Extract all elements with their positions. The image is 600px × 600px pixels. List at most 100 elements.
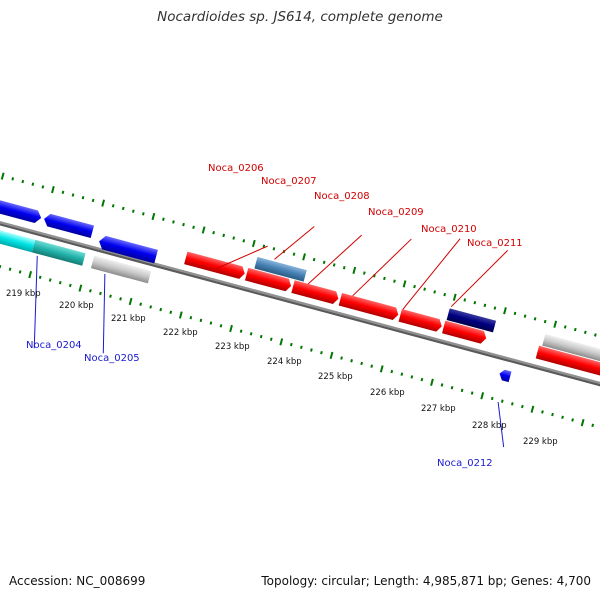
outer-tick-mark [192,225,195,230]
gene-arrow-navy[interactable] [446,308,497,333]
gene-arrow-noca-0209[interactable] [291,280,340,305]
inner-tick-mark [128,297,133,306]
outer-tick-mark [402,280,407,288]
outer-tick-mark [0,172,5,180]
gene-label-noca-0206[interactable]: Noca_0206 [208,163,264,174]
inner-tick-mark [480,392,485,400]
outer-tick-mark [141,212,145,216]
gene-arrow-reverse-b[interactable] [97,235,158,264]
outer-tick-mark [563,325,567,329]
outer-tick-mark [573,327,577,332]
outer-tick-mark [553,320,558,328]
map-title: Nocardioides sp. JS614, complete genome [157,9,443,25]
inner-tick-mark [68,283,72,288]
outer-tick-mark [91,198,95,203]
outer-tick-track [0,172,597,337]
gene-label-noca-0204[interactable]: Noca_0204 [26,340,82,351]
outer-tick-mark [232,236,236,240]
inner-tick-mark [269,337,273,341]
scale-label-228: 228 kbp [472,421,507,431]
scale-label-220: 220 kbp [59,301,94,311]
gene-arrow-red-right[interactable] [535,345,600,381]
gene-label-noca-0205[interactable]: Noca_0205 [84,353,140,364]
outer-tick-mark [413,284,416,289]
outer-tick-mark [513,311,517,316]
inner-tick-mark [259,334,263,339]
gene-arrow-noca-0211-b[interactable] [442,320,488,345]
gene-arrow-teal[interactable] [31,239,86,266]
inner-tick-mark [430,378,434,386]
gene-labels: Noca_0206 Noca_0207 Noca_0208 Noca_0209 … [26,163,523,469]
inner-tick-mark [89,289,92,293]
inner-tick-mark [139,302,143,306]
outer-tick-mark [222,233,226,238]
outer-tick-mark [182,222,185,227]
inner-tick-mark [379,365,384,373]
inner-tick-mark [159,307,163,312]
outer-tick-mark [433,290,437,294]
outer-tick-mark [443,292,447,297]
inner-tick-mark [551,412,554,417]
outer-tick-mark [362,271,366,275]
inner-tick-mark [219,324,223,328]
inner-tick-mark [460,388,464,393]
outer-tick-mark [51,185,55,194]
outer-tick-mark [21,179,25,184]
gene-label-noca-0211[interactable]: Noca_0211 [467,238,523,249]
scale-label-225: 225 kbp [318,372,353,382]
gene-arrow-noca-0204-upper[interactable] [0,199,43,224]
inner-tick-mark [178,311,183,319]
inner-tick-mark [119,297,122,301]
inner-tick-mark [0,264,2,269]
inner-tick-mark [400,372,404,376]
gene-arrow-noca-0208[interactable] [244,267,293,292]
outer-tick-mark [342,265,346,270]
gene-label-noca-0210[interactable]: Noca_0210 [421,224,477,235]
outer-tick-mark [383,276,386,281]
outer-tick-mark [131,209,135,213]
outer-tick-mark [583,330,587,334]
gene-label-noca-0208[interactable]: Noca_0208 [314,191,370,202]
inner-tick-mark [28,270,33,279]
inner-tick-mark [329,351,334,360]
inner-tick-mark [58,280,62,285]
outer-tick-mark [483,303,487,308]
gene-label-noca-0212[interactable]: Noca_0212 [437,458,493,469]
outer-tick-mark [251,239,256,248]
label-leader-lines [33,226,509,448]
scale-label-227: 227 kbp [421,404,456,414]
scale-label-223: 223 kbp [215,342,250,352]
outer-tick-mark [543,319,547,324]
gene-arrow-reverse-a[interactable] [42,213,95,239]
inner-tick-mark [149,305,153,309]
inner-tick-mark [8,267,12,271]
gene-arrow-noca-0210[interactable] [338,292,400,321]
gene-arrow-noca-0207[interactable] [254,256,307,282]
gene-label-noca-0207[interactable]: Noca_0207 [261,176,317,187]
gene-arrow-noca-0204[interactable] [0,227,36,253]
outer-tick-mark [322,260,326,265]
gene-arrow-gray-right[interactable] [542,333,600,368]
outer-tick-mark [594,333,597,337]
outer-tick-mark [352,266,357,275]
inner-tick-mark [500,399,504,403]
outer-tick-mark [212,230,216,235]
inner-tick-mark [450,385,454,390]
outer-tick-mark [493,306,497,310]
inner-tick-mark [350,359,353,363]
inner-tick-track [0,264,595,428]
outer-tick-mark [61,190,65,195]
outer-tick-mark [11,177,15,181]
accession-text: Accession: NC_008699 [9,574,146,588]
inner-tick-mark [541,410,544,414]
gene-label-noca-0209[interactable]: Noca_0209 [368,207,424,218]
inner-tick-mark [510,402,514,406]
inner-tick-mark [109,294,112,298]
gene-arrow-noca-0205[interactable] [90,255,152,284]
scale-label-224: 224 kbp [267,357,302,367]
outer-tick-mark [473,300,477,305]
outer-tick-mark [81,195,85,200]
gene-arrow-noca-0211[interactable] [398,309,444,333]
gene-arrow-noca-0206[interactable] [184,251,246,280]
gene-arrow-noca-0212[interactable] [498,369,512,383]
